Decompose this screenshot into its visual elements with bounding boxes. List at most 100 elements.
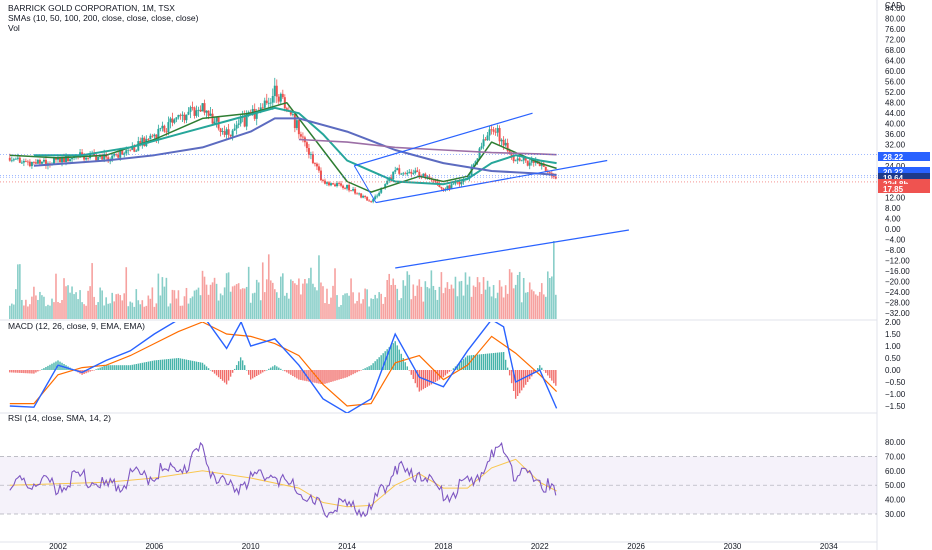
volume-bar [201,270,204,319]
candle-body [352,189,355,191]
macd-histogram-bar [356,370,358,373]
volume-bar [452,288,455,319]
candle-body [442,188,445,190]
volume-bar [446,282,449,319]
candle-body [488,129,491,136]
macd-histogram-bar [97,368,99,370]
macd-histogram-bar [398,349,400,370]
volume-bar [195,289,198,319]
volume-bar [456,296,459,319]
price-badge-label: 19.64 [883,174,904,183]
candle-body [329,183,332,186]
volume-bar [288,298,290,319]
rsi-legend[interactable]: RSI (14, close, SMA, 14, 2) [8,413,111,423]
macd-histogram-bar [125,365,127,370]
candle-body [338,183,341,184]
macd-line [9,322,558,413]
price-tick-label: 80.00 [885,15,906,24]
candle-body [476,158,479,162]
candle-body [524,157,527,161]
volume-bar [476,277,479,319]
rsi-tick-label: 80.00 [885,438,906,447]
macd-histogram-bar [272,366,274,370]
macd-histogram-bar [23,370,25,374]
volume-bar [360,303,362,319]
volume-bar [298,278,300,319]
volume-bar [97,302,99,319]
sma-legend[interactable]: SMAs (10, 50, 100, 200, close, close, cl… [8,13,199,23]
candle-body [26,161,29,163]
volume-bar [516,275,519,319]
candle-body [532,159,535,163]
volume-bar [255,279,258,319]
macd-histogram-bar [422,370,425,390]
volume-bar [348,295,350,319]
macd-histogram-bar [127,365,129,370]
volume-bar [51,298,53,319]
volume-bar [458,281,461,319]
volume-bar [183,296,186,319]
time-tick-label: 2014 [338,542,356,550]
candle-body [542,163,545,167]
candle-body [61,157,64,163]
volume-bar [153,306,156,319]
macd-legend[interactable]: MACD (12, 26, close, 9, EMA, EMA) [8,321,145,331]
volume-bar [145,305,148,319]
candle-body [213,121,216,124]
symbol-title[interactable]: BARRICK GOLD CORPORATION, 1M, TSX [8,3,175,13]
volume-bar [426,287,429,319]
vol-legend[interactable]: Vol [8,23,20,33]
volume-bar [233,285,236,319]
candle-body [259,107,262,112]
candle-body [346,184,349,189]
macd-histogram-bar [332,370,334,382]
candle-body [24,160,27,162]
candle-body [526,160,529,166]
candle-body [504,142,507,146]
macd-histogram-bar [372,363,374,370]
macd-histogram-bar [406,366,408,370]
volume-bar [93,296,95,319]
volume-bar [151,287,154,319]
volume-bar [466,284,469,319]
candle-body [185,114,188,121]
macd-histogram-bar [412,370,414,379]
candle-body [384,184,387,189]
candle-body [121,149,124,155]
rsi-ma-line [9,458,557,508]
macd-histogram-bar [177,358,180,370]
candle-body [350,190,353,192]
macd-histogram-bar [103,366,105,370]
volume-bar [117,293,120,319]
rsi-tick-label: 50.00 [885,481,906,490]
volume-bar [249,302,252,319]
macd-histogram-bar [256,370,258,376]
macd-histogram-bar [203,364,206,370]
time-tick-label: 2022 [531,542,549,550]
price-tick-label: −8.00 [885,246,906,255]
candle-body [159,128,162,130]
candle-body [480,146,483,149]
volume-bar [19,264,21,319]
candle-body [450,184,453,189]
candle-body [173,119,176,123]
candle-body [225,129,228,135]
macd-histogram-bar [378,357,380,370]
macd-histogram-bar [366,367,368,370]
macd-histogram-bar [93,370,95,371]
volume-bar [384,297,386,319]
candle-body [229,134,232,137]
volume-bar [135,289,138,319]
volume-bar [350,278,352,319]
candle-body [16,157,19,159]
candle-body [332,183,335,185]
candle-body [239,117,242,124]
volume-bar [89,286,91,319]
price-tick-label: 44.00 [885,109,906,118]
candle-body [494,131,497,133]
candle-body [514,160,517,162]
volume-bar [402,280,405,319]
volume-bar [215,283,218,319]
